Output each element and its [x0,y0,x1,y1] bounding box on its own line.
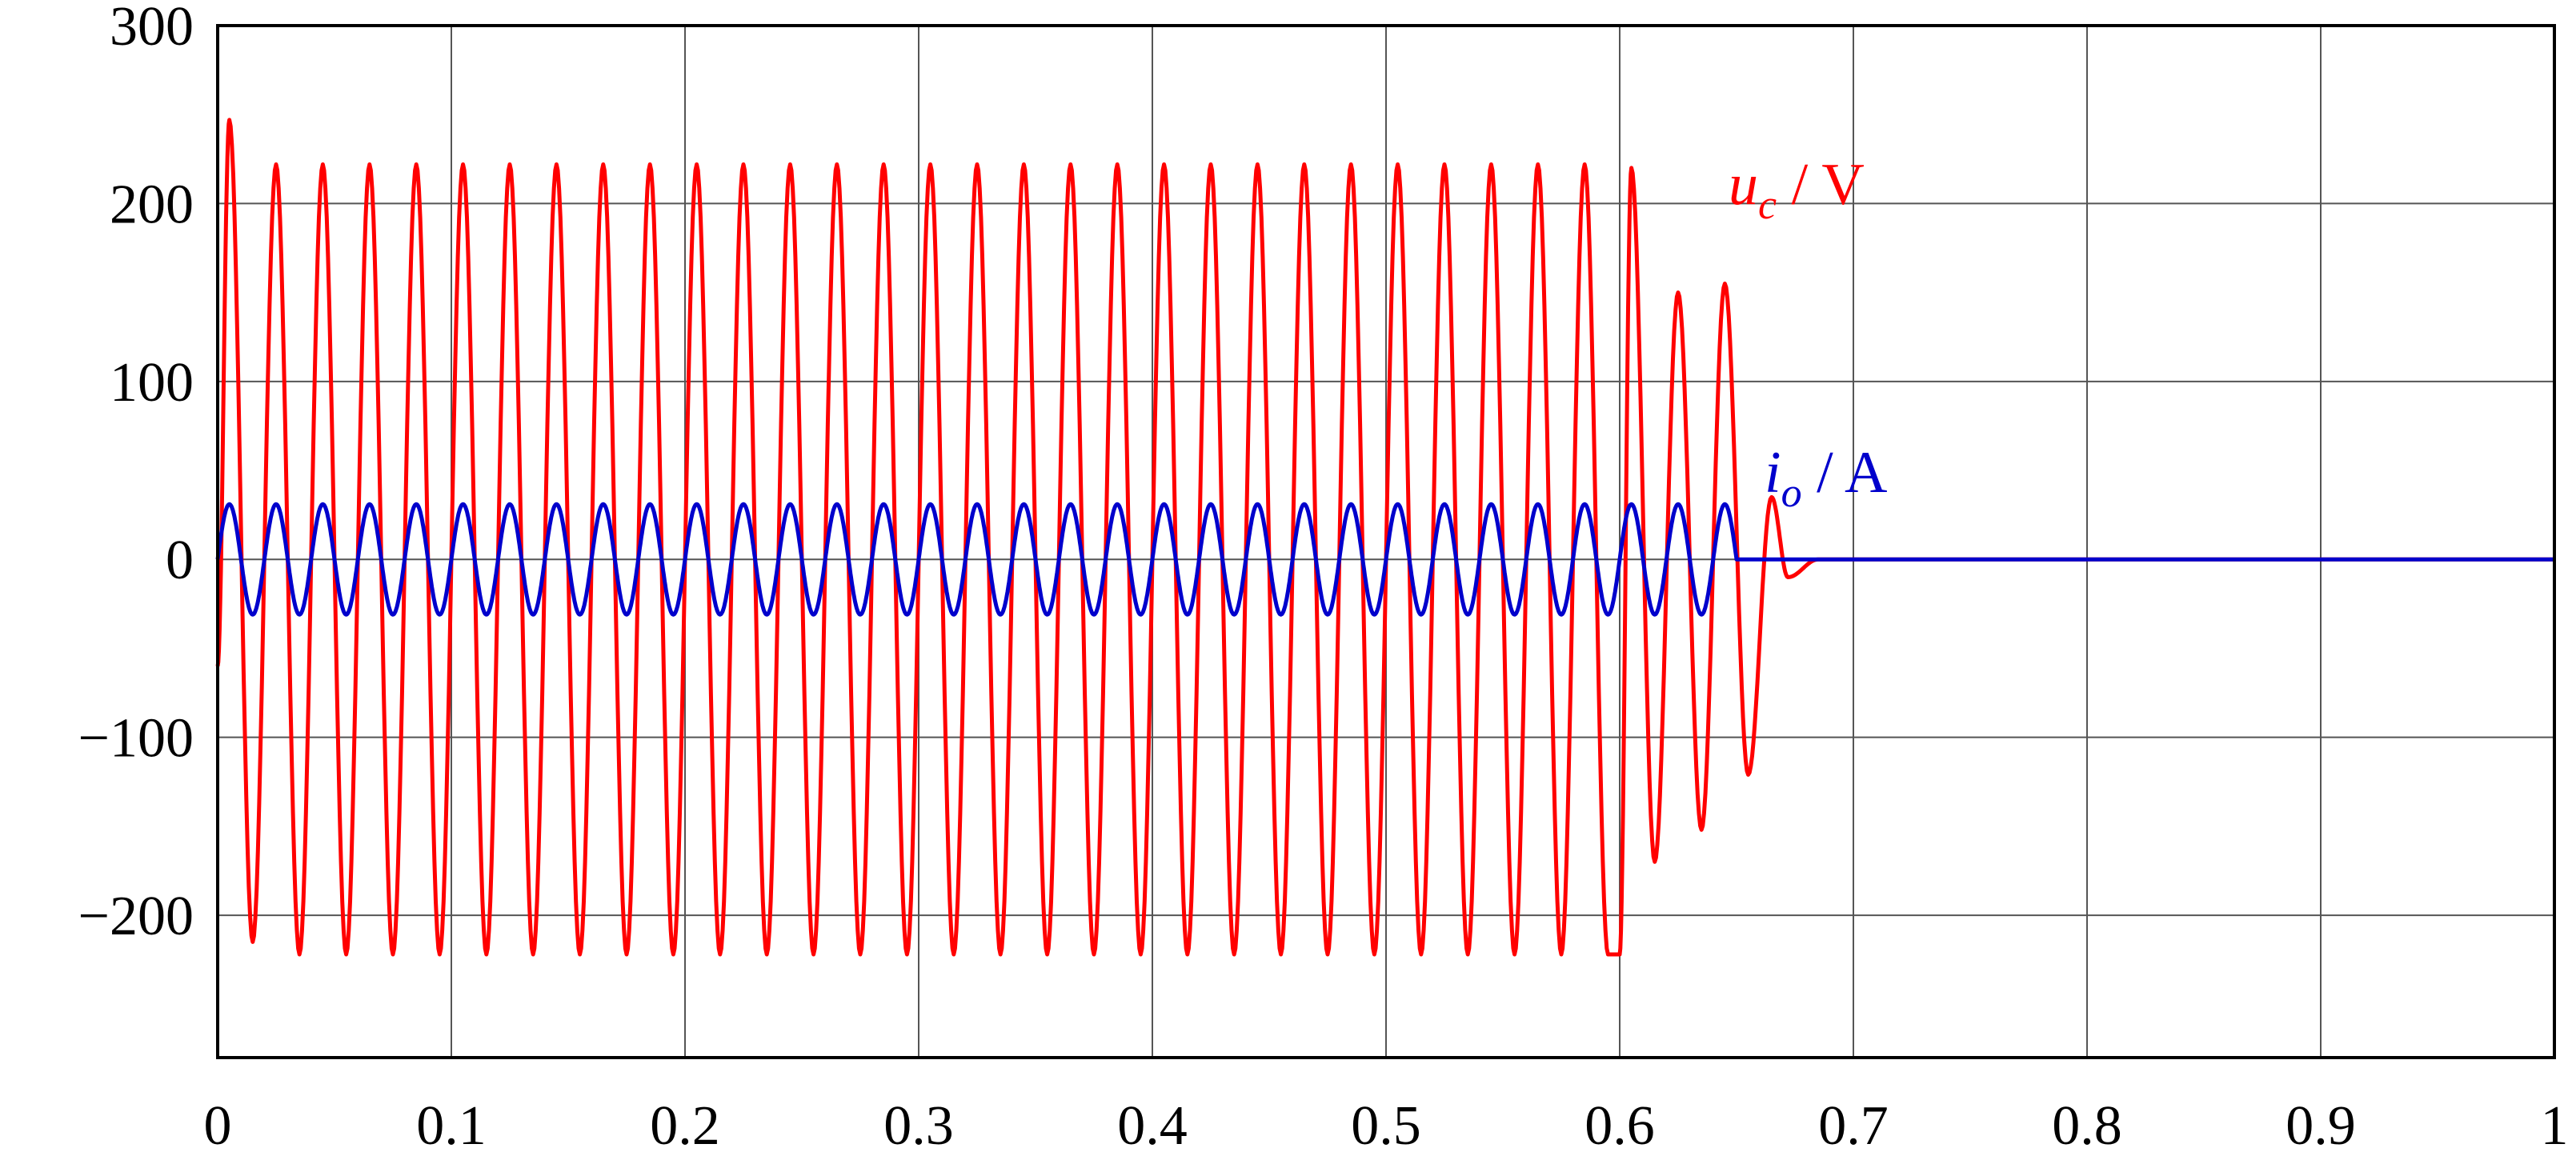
x-tick-label: 0.2 [650,1095,720,1157]
y-tick-label: 300 [110,0,194,58]
series-label-io-main: i [1765,440,1781,506]
x-tick-label: 1 [2541,1095,2569,1157]
x-tick-label: 0.5 [1351,1095,1421,1157]
x-tick-label: 0.3 [883,1095,954,1157]
series-line-uc [215,118,2554,957]
series-label-uc-main: u [1729,152,1758,218]
grid-lines [218,26,2554,1058]
series-label-io: io / A [1765,440,1887,516]
y-tick-label: 100 [110,352,194,414]
y-tick-label: −100 [78,708,194,770]
series-label-uc-sub: c [1758,182,1777,228]
series-layer [215,118,2554,957]
x-tick-label: 0.9 [2286,1095,2356,1157]
x-tick-label: 0.6 [1584,1095,1655,1157]
y-tick-label: 0 [166,530,194,591]
x-tick-label: 0.8 [2052,1095,2122,1157]
x-axis-tick-labels: 0 0.1 0.2 0.3 0.4 0.5 0.6 0.7 0.8 0.9 1 [204,1095,2569,1157]
series-label-uc-unit: / V [1777,152,1865,218]
plot-frame [216,24,2556,1059]
x-tick-label: 0 [204,1095,232,1157]
series-label-io-sub: o [1781,470,1802,516]
y-tick-label: 200 [110,174,194,235]
x-tick-label: 0.4 [1117,1095,1188,1157]
series-line-io [215,502,2554,617]
y-axis-tick-labels: 300 200 100 0 −100 −200 [78,0,194,947]
y-tick-label: −200 [78,886,194,947]
x-tick-label: 0.7 [1818,1095,1889,1157]
x-tick-label: 0.1 [416,1095,487,1157]
series-label-uc: uc / V [1729,152,1865,228]
series-label-io-unit: / A [1802,440,1888,506]
